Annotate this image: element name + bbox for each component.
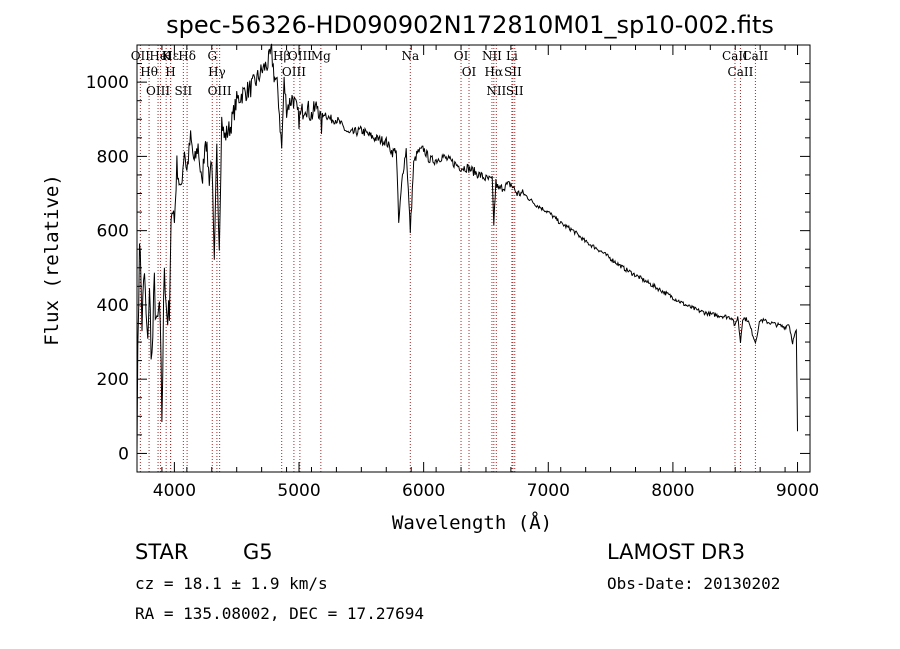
line-label-oii: OII (131, 49, 151, 63)
line-label-oi: OI (462, 65, 477, 79)
spectral-line-markers (139, 45, 756, 472)
line-label-oiii: OIII (146, 84, 170, 98)
x-tick-label-8000: 8000 (651, 481, 694, 501)
line-label-hγ: Hγ (208, 65, 226, 79)
x-tick-label-9000: 9000 (776, 481, 819, 501)
survey-name: LAMOST DR3 (607, 540, 746, 564)
line-label-hβ: Hβ (273, 49, 290, 63)
line-label-oiii: OIII (288, 49, 312, 63)
y-tick-label-400: 400 (97, 296, 129, 316)
redshift-cz: cz = 18.1 ± 1.9 km/s (135, 574, 328, 593)
observation-date: Obs-Date: 20130202 (607, 574, 781, 593)
axis-ticks: 4000 5000 6000 7000 8000 9000 0 200 400 600 800 100… (86, 45, 819, 501)
line-label-hei: HeI (149, 49, 172, 63)
line-label-oi: OI (454, 49, 469, 63)
line-label-caii: CaII (722, 49, 748, 63)
line-label-g: G (207, 49, 217, 63)
plot-frame (136, 44, 811, 473)
x-tick-label-4000: 4000 (153, 481, 196, 501)
coordinates: RA = 135.08002, DEC = 17.27694 (135, 604, 424, 623)
line-label-hε: Hε (162, 49, 179, 63)
line-label-k: K (162, 49, 172, 63)
line-label-hθ: Hθ (140, 65, 158, 79)
y-tick-label-600: 600 (97, 222, 129, 242)
x-tick-label-5000: 5000 (277, 481, 320, 501)
object-subclass: G5 (243, 540, 273, 564)
line-label-sii: SII (175, 84, 193, 98)
line-label-mg: Mg (311, 49, 331, 63)
chart-title: spec-56326-HD090902N172810M01_sp10-002.f… (166, 11, 774, 39)
line-label-li: Li (506, 49, 518, 63)
line-label-nii: NII (486, 84, 506, 98)
y-tick-label-800: 800 (97, 147, 129, 167)
line-label-hα: Hα (485, 65, 504, 79)
y-tick-label-1000: 1000 (86, 73, 129, 93)
line-label-nii: NII (482, 49, 502, 63)
line-label-oiii: OIII (282, 65, 306, 79)
line-label-na: Na (401, 49, 419, 63)
x-tick-label-7000: 7000 (527, 481, 570, 501)
line-label-sii: SII (504, 65, 522, 79)
x-axis-title: Wavelength (Å) (392, 511, 552, 534)
y-tick-label-200: 200 (97, 370, 129, 390)
y-axis-title: Flux (relative) (41, 174, 63, 346)
y-tick-label-0: 0 (118, 444, 129, 464)
object-class: STAR (135, 540, 189, 564)
line-label-caii: CaII (742, 49, 768, 63)
line-label-sii: SII (506, 84, 524, 98)
line-label-caii: CaII (728, 65, 754, 79)
line-label-oiii: OIII (208, 84, 232, 98)
spectrum-line (136, 43, 798, 454)
line-label-hδ: Hδ (178, 49, 196, 63)
line-label-h: H (165, 65, 175, 79)
x-tick-label-6000: 6000 (402, 481, 445, 501)
